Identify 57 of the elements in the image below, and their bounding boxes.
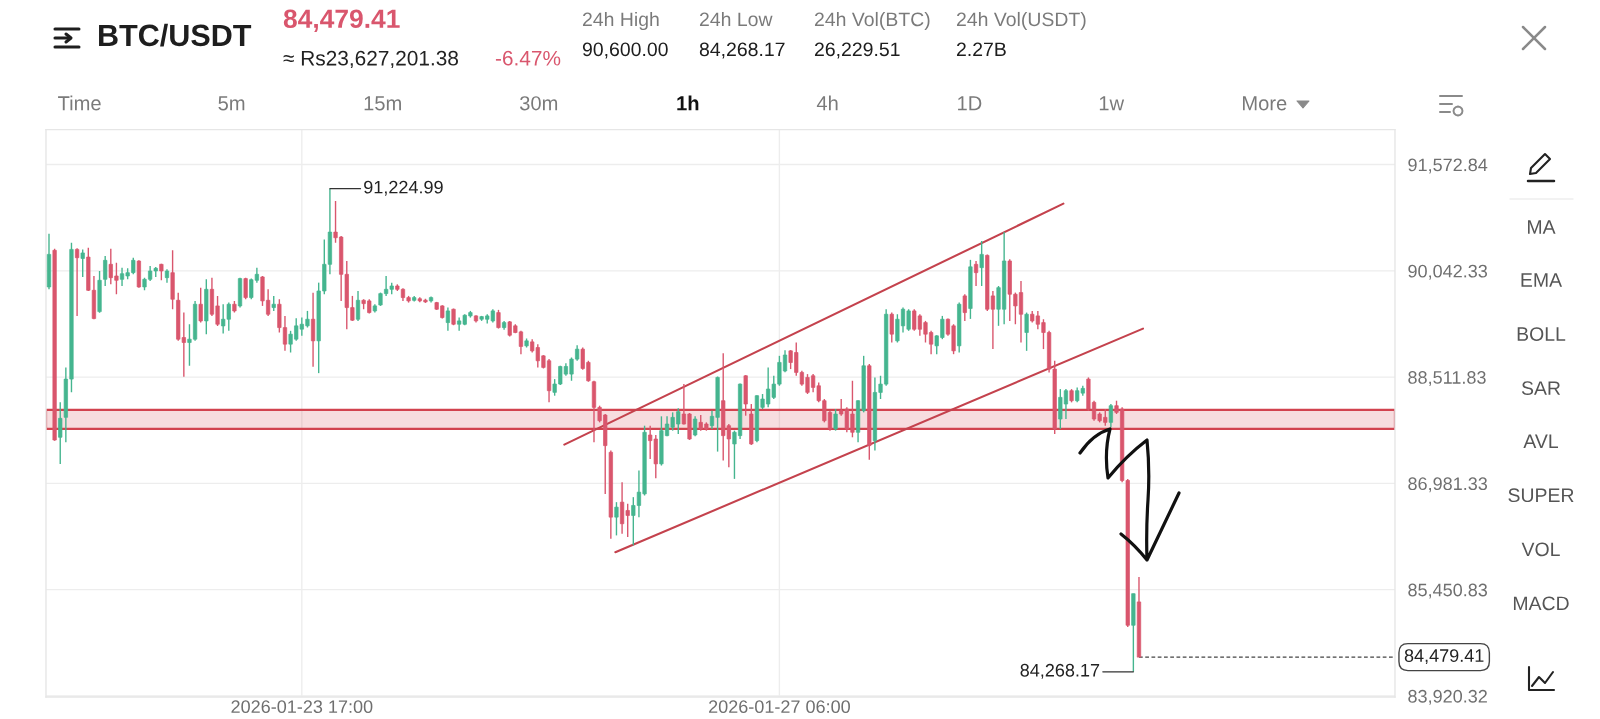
candlestick (962, 293, 967, 322)
text: 4h (816, 95, 838, 111)
text: 30m (519, 96, 558, 111)
text: 84,268.17 (699, 42, 785, 59)
text: MA (1528, 220, 1556, 234)
x-tick-label: 2026-01-23 17:00 (231, 700, 373, 714)
text: 90,600.00 (582, 42, 668, 59)
candlestick (445, 306, 450, 332)
text: 5m (218, 96, 245, 111)
text: 1h (677, 95, 699, 111)
candlestick (355, 290, 361, 322)
text: 1w (1099, 96, 1125, 111)
text: 15m (364, 96, 401, 111)
text: SAR (1521, 381, 1561, 396)
y-tick-label: 91,572.84 (1408, 158, 1488, 174)
y-tick-label: 86,981.33 (1408, 477, 1488, 493)
candlestick (80, 248, 85, 278)
candlestick (833, 408, 838, 432)
text: Time (58, 95, 101, 111)
text: -6.47% (495, 50, 561, 66)
y-tick-label: 90,042.33 (1408, 264, 1488, 280)
candlestick (198, 286, 203, 324)
text: 24h Low (699, 11, 773, 27)
text: 26,229.51 (814, 42, 900, 59)
y-tick-label: 85,450.83 (1408, 583, 1488, 599)
text: 24h Vol(BTC) (814, 11, 930, 31)
text: 2.27B (956, 42, 1006, 57)
text: 24h High (582, 11, 659, 31)
y-tick-label: 88,511.83 (1408, 371, 1486, 386)
candlestick (310, 291, 316, 368)
text: 24h Vol(USDT) (956, 11, 1086, 31)
candlestick (496, 309, 501, 330)
candlestick (75, 247, 80, 317)
candlestick (58, 401, 63, 465)
text: MACD (1513, 596, 1569, 611)
text: AVL (1523, 434, 1559, 448)
ref-line-label: 84,479.41 (1404, 649, 1484, 665)
text: 1D (958, 96, 982, 111)
candlestick (1024, 311, 1029, 352)
chart-title: BTC/USDT (99, 23, 252, 47)
candlestick (103, 255, 108, 287)
x-tick-label: 2026-01-27 06:00 (709, 700, 850, 714)
annotation: 84,268.17 (1020, 663, 1100, 679)
y-tick-label: 83,920.32 (1408, 689, 1487, 705)
candlestick (1108, 403, 1113, 428)
text: VOL (1521, 542, 1560, 557)
text: EMA (1521, 273, 1563, 287)
candlestick (889, 311, 894, 344)
text: More (1243, 96, 1287, 111)
text: ≈ Rs23,627,201.38 (283, 50, 459, 69)
candlestick (614, 501, 619, 537)
candlestick (973, 260, 979, 287)
text: SUPER (1508, 488, 1574, 503)
annotation: 91,224.99 (364, 180, 443, 196)
text: BOLL (1517, 327, 1566, 341)
candlestick (979, 240, 984, 287)
text: 84,479.41 (283, 9, 400, 32)
